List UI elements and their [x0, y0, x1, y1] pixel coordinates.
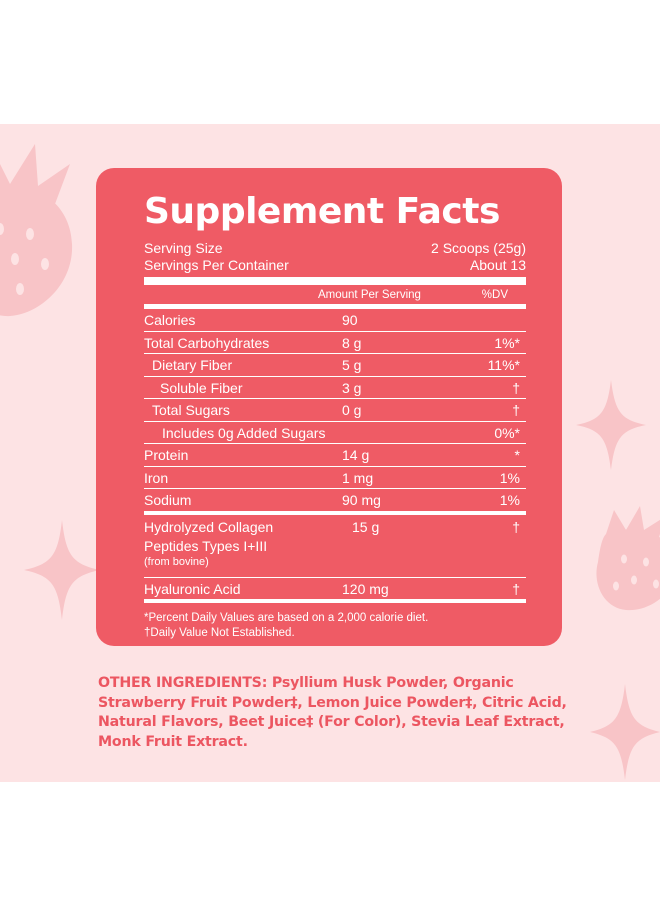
nutrient-amount: 3 g	[342, 379, 362, 396]
nutrient-dv: †	[512, 379, 520, 396]
sparkle-icon	[590, 684, 660, 780]
nutrient-row: Sodium 90 mg 1%	[144, 488, 526, 511]
serving-size-row: Serving Size 2 Scoops (25g)	[144, 240, 526, 257]
collagen-name: Hydrolyzed Collagen Peptides Types I+III…	[144, 518, 273, 569]
nutrient-row: Includes 0g Added Sugars 0%*	[144, 420, 526, 444]
nutrient-name: Calories	[144, 312, 196, 328]
nutrient-amount: 5 g	[342, 357, 362, 373]
nutrient-dv: 1%	[499, 469, 520, 486]
strawberry-icon	[596, 506, 660, 611]
hyaluronic-amount: 120 mg	[342, 580, 389, 597]
sparkle-icon	[24, 520, 100, 620]
amount-header: Amount Per Serving	[318, 288, 421, 301]
dv-header: %DV	[481, 288, 508, 301]
nutrient-dv: 0%*	[494, 424, 520, 441]
servings-per-container-row: Servings Per Container About 13	[144, 257, 526, 274]
supplement-facts-panel: Supplement Facts Serving Size 2 Scoops (…	[96, 168, 562, 646]
nutrient-name: Soluble Fiber	[160, 379, 243, 396]
serving-size-label: Serving Size	[144, 240, 223, 256]
nutrient-name: Iron	[144, 469, 169, 486]
footnote-percent: *Percent Daily Values are based on a 2,0…	[144, 612, 429, 624]
nutrient-amount: 14 g	[342, 447, 370, 463]
nutrient-row: Total Sugars 0 g †	[144, 398, 526, 421]
sparkle-icon	[576, 380, 646, 470]
footnotes: *Percent Daily Values are based on a 2,0…	[144, 611, 526, 641]
nutrient-row: Dietary Fiber 5 g 11%*	[144, 353, 526, 376]
nutrient-name: Total Sugars	[152, 402, 230, 418]
divider-medium	[144, 304, 526, 308]
panel-title: Supplement Facts	[144, 191, 500, 232]
collagen-name-line1: Hydrolyzed Collagen	[144, 518, 274, 535]
nutrient-row: Soluble Fiber 3 g †	[144, 375, 526, 399]
nutrient-row: Iron 1 mg 1%	[144, 465, 526, 489]
nutrient-amount: 90	[342, 312, 358, 328]
strawberry-icon	[0, 144, 73, 317]
nutrient-amount: 90 mg	[342, 492, 381, 508]
collagen-source-note: (from bovine)	[144, 555, 209, 568]
divider-bottom	[144, 599, 526, 603]
divider-thick	[144, 277, 526, 285]
nutrient-name: Total Carbohydrates	[144, 334, 270, 351]
nutrient-row: Total Carbohydrates 8 g 1%*	[144, 330, 526, 354]
nutrient-name: Includes 0g Added Sugars	[162, 424, 326, 441]
divider-medium	[144, 510, 526, 515]
nutrient-amount: 8 g	[342, 334, 362, 351]
nutrient-row: Calories 90	[144, 308, 526, 331]
collagen-amount: 15 g	[352, 518, 380, 535]
hyaluronic-dv: †	[512, 580, 520, 597]
nutrient-name: Protein	[144, 447, 189, 463]
serving-size-value: 2 Scoops (25g)	[431, 240, 526, 256]
collagen-dv: †	[512, 518, 520, 535]
servings-per-container-label: Servings Per Container	[144, 257, 289, 273]
footnote-dagger: †Daily Value Not Established.	[144, 627, 295, 639]
hyaluronic-name: Hyaluronic Acid	[144, 580, 241, 597]
nutrient-amount: 1 mg	[342, 469, 374, 486]
column-header: Amount Per Serving %DV	[144, 285, 526, 304]
nutrient-row: Protein 14 g *	[144, 443, 526, 466]
nutrient-name: Sodium	[144, 492, 192, 508]
nutrient-dv: 1%	[499, 492, 520, 508]
collagen-row: Hydrolyzed Collagen Peptides Types I+III…	[144, 515, 526, 577]
servings-per-container-value: About 13	[469, 257, 526, 273]
hyaluronic-row: Hyaluronic Acid 120 mg †	[144, 576, 526, 600]
nutrient-dv: *	[514, 447, 520, 463]
collagen-name-line2: Peptides Types I+III	[144, 537, 268, 554]
nutrient-dv: 11%*	[487, 357, 520, 373]
other-ingredients: OTHER INGREDIENTS: Psyllium Husk Powder,…	[98, 675, 567, 750]
nutrient-dv: †	[512, 402, 520, 418]
nutrient-rows: Calories 90 Total Carbohydrates 8 g 1%* …	[144, 308, 526, 511]
nutrient-name: Dietary Fiber	[152, 357, 233, 373]
nutrient-dv: 1%*	[494, 334, 520, 351]
nutrient-amount: 0 g	[342, 402, 362, 418]
